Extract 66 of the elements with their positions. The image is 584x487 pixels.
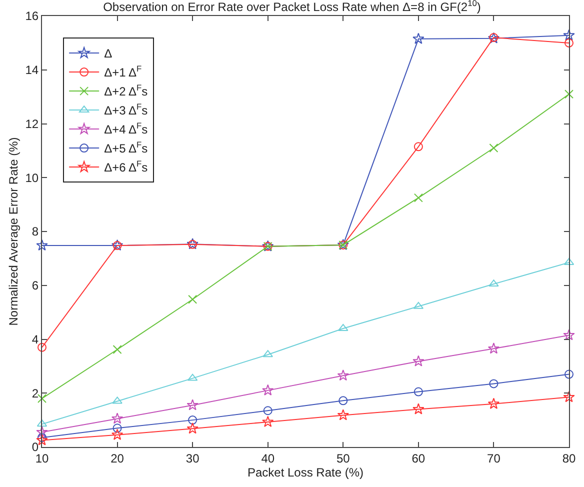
- point: [563, 29, 575, 40]
- point: [488, 342, 500, 354]
- point: [564, 38, 574, 48]
- chart-title: Observation on Error Rate over Packet Loss Rate when Δ=8 in GF(2$^{10}$): [103, 0, 481, 14]
- legend-label: Δ+4 Δ$^{F}$s: [104, 120, 148, 137]
- point: [337, 370, 349, 381]
- point: [564, 370, 574, 379]
- legend-label: Δ+5 Δ$^{F}$s: [104, 140, 148, 156]
- y-tick-label: 14: [25, 63, 39, 78]
- point: [262, 416, 274, 427]
- point: [188, 294, 198, 304]
- point: [412, 355, 424, 366]
- point: [338, 324, 348, 331]
- point: [563, 329, 575, 340]
- point: [489, 379, 498, 388]
- point: [262, 384, 274, 396]
- legend-label: Δ+1 Δ$^{F}$: [104, 64, 142, 80]
- legend-label: Δ+2 Δ$^{F}$s: [104, 82, 148, 99]
- x-tick-label: 30: [186, 451, 200, 466]
- x-tick-label: 80: [562, 451, 576, 466]
- point: [111, 412, 124, 424]
- point: [488, 398, 500, 409]
- y-tick-label: 6: [32, 278, 39, 293]
- y-tick-label: 12: [25, 116, 39, 131]
- point: [414, 387, 423, 396]
- x-tick-label: 20: [110, 451, 124, 466]
- x-axis-title: Packet Loss Rate (%): [247, 465, 364, 480]
- point: [188, 416, 198, 425]
- point: [337, 409, 349, 420]
- point: [36, 239, 48, 251]
- point: [338, 396, 348, 406]
- point: [186, 399, 198, 410]
- point: [112, 344, 122, 354]
- legend-label: Δ+3 Δ$^{F}$s: [104, 102, 148, 118]
- point: [111, 428, 124, 440]
- x-tick-label: 60: [412, 451, 426, 466]
- point: [36, 426, 48, 438]
- point: [488, 280, 499, 287]
- point: [38, 433, 46, 442]
- y-tick-label: 16: [25, 9, 39, 24]
- y-axis-title: Normalized Average Error Rate (%): [6, 137, 21, 326]
- point: [489, 143, 498, 152]
- point: [412, 32, 424, 44]
- y-tick-label: 4: [32, 332, 39, 346]
- point: [563, 391, 575, 402]
- legend-label: Δ+6 Δ$^{F}$s: [104, 158, 148, 175]
- point: [38, 394, 46, 404]
- y-tick-label: 2: [32, 386, 39, 400]
- x-tick-label: 50: [336, 451, 350, 466]
- y-tick-label: 10: [25, 170, 39, 185]
- point: [414, 142, 423, 152]
- point: [36, 434, 48, 446]
- y-tick-label: 8: [32, 224, 39, 239]
- point: [412, 403, 424, 414]
- x-tick-label: 70: [487, 451, 501, 466]
- x-tick-label: 40: [261, 451, 275, 466]
- point: [38, 342, 46, 352]
- point: [112, 396, 122, 404]
- point: [564, 90, 574, 99]
- y-tick-label: 0: [32, 440, 39, 454]
- point: [414, 193, 423, 202]
- point: [262, 350, 273, 358]
- point: [112, 424, 122, 433]
- legend-label: Δ: [104, 46, 112, 61]
- point: [263, 406, 272, 416]
- point: [186, 422, 198, 434]
